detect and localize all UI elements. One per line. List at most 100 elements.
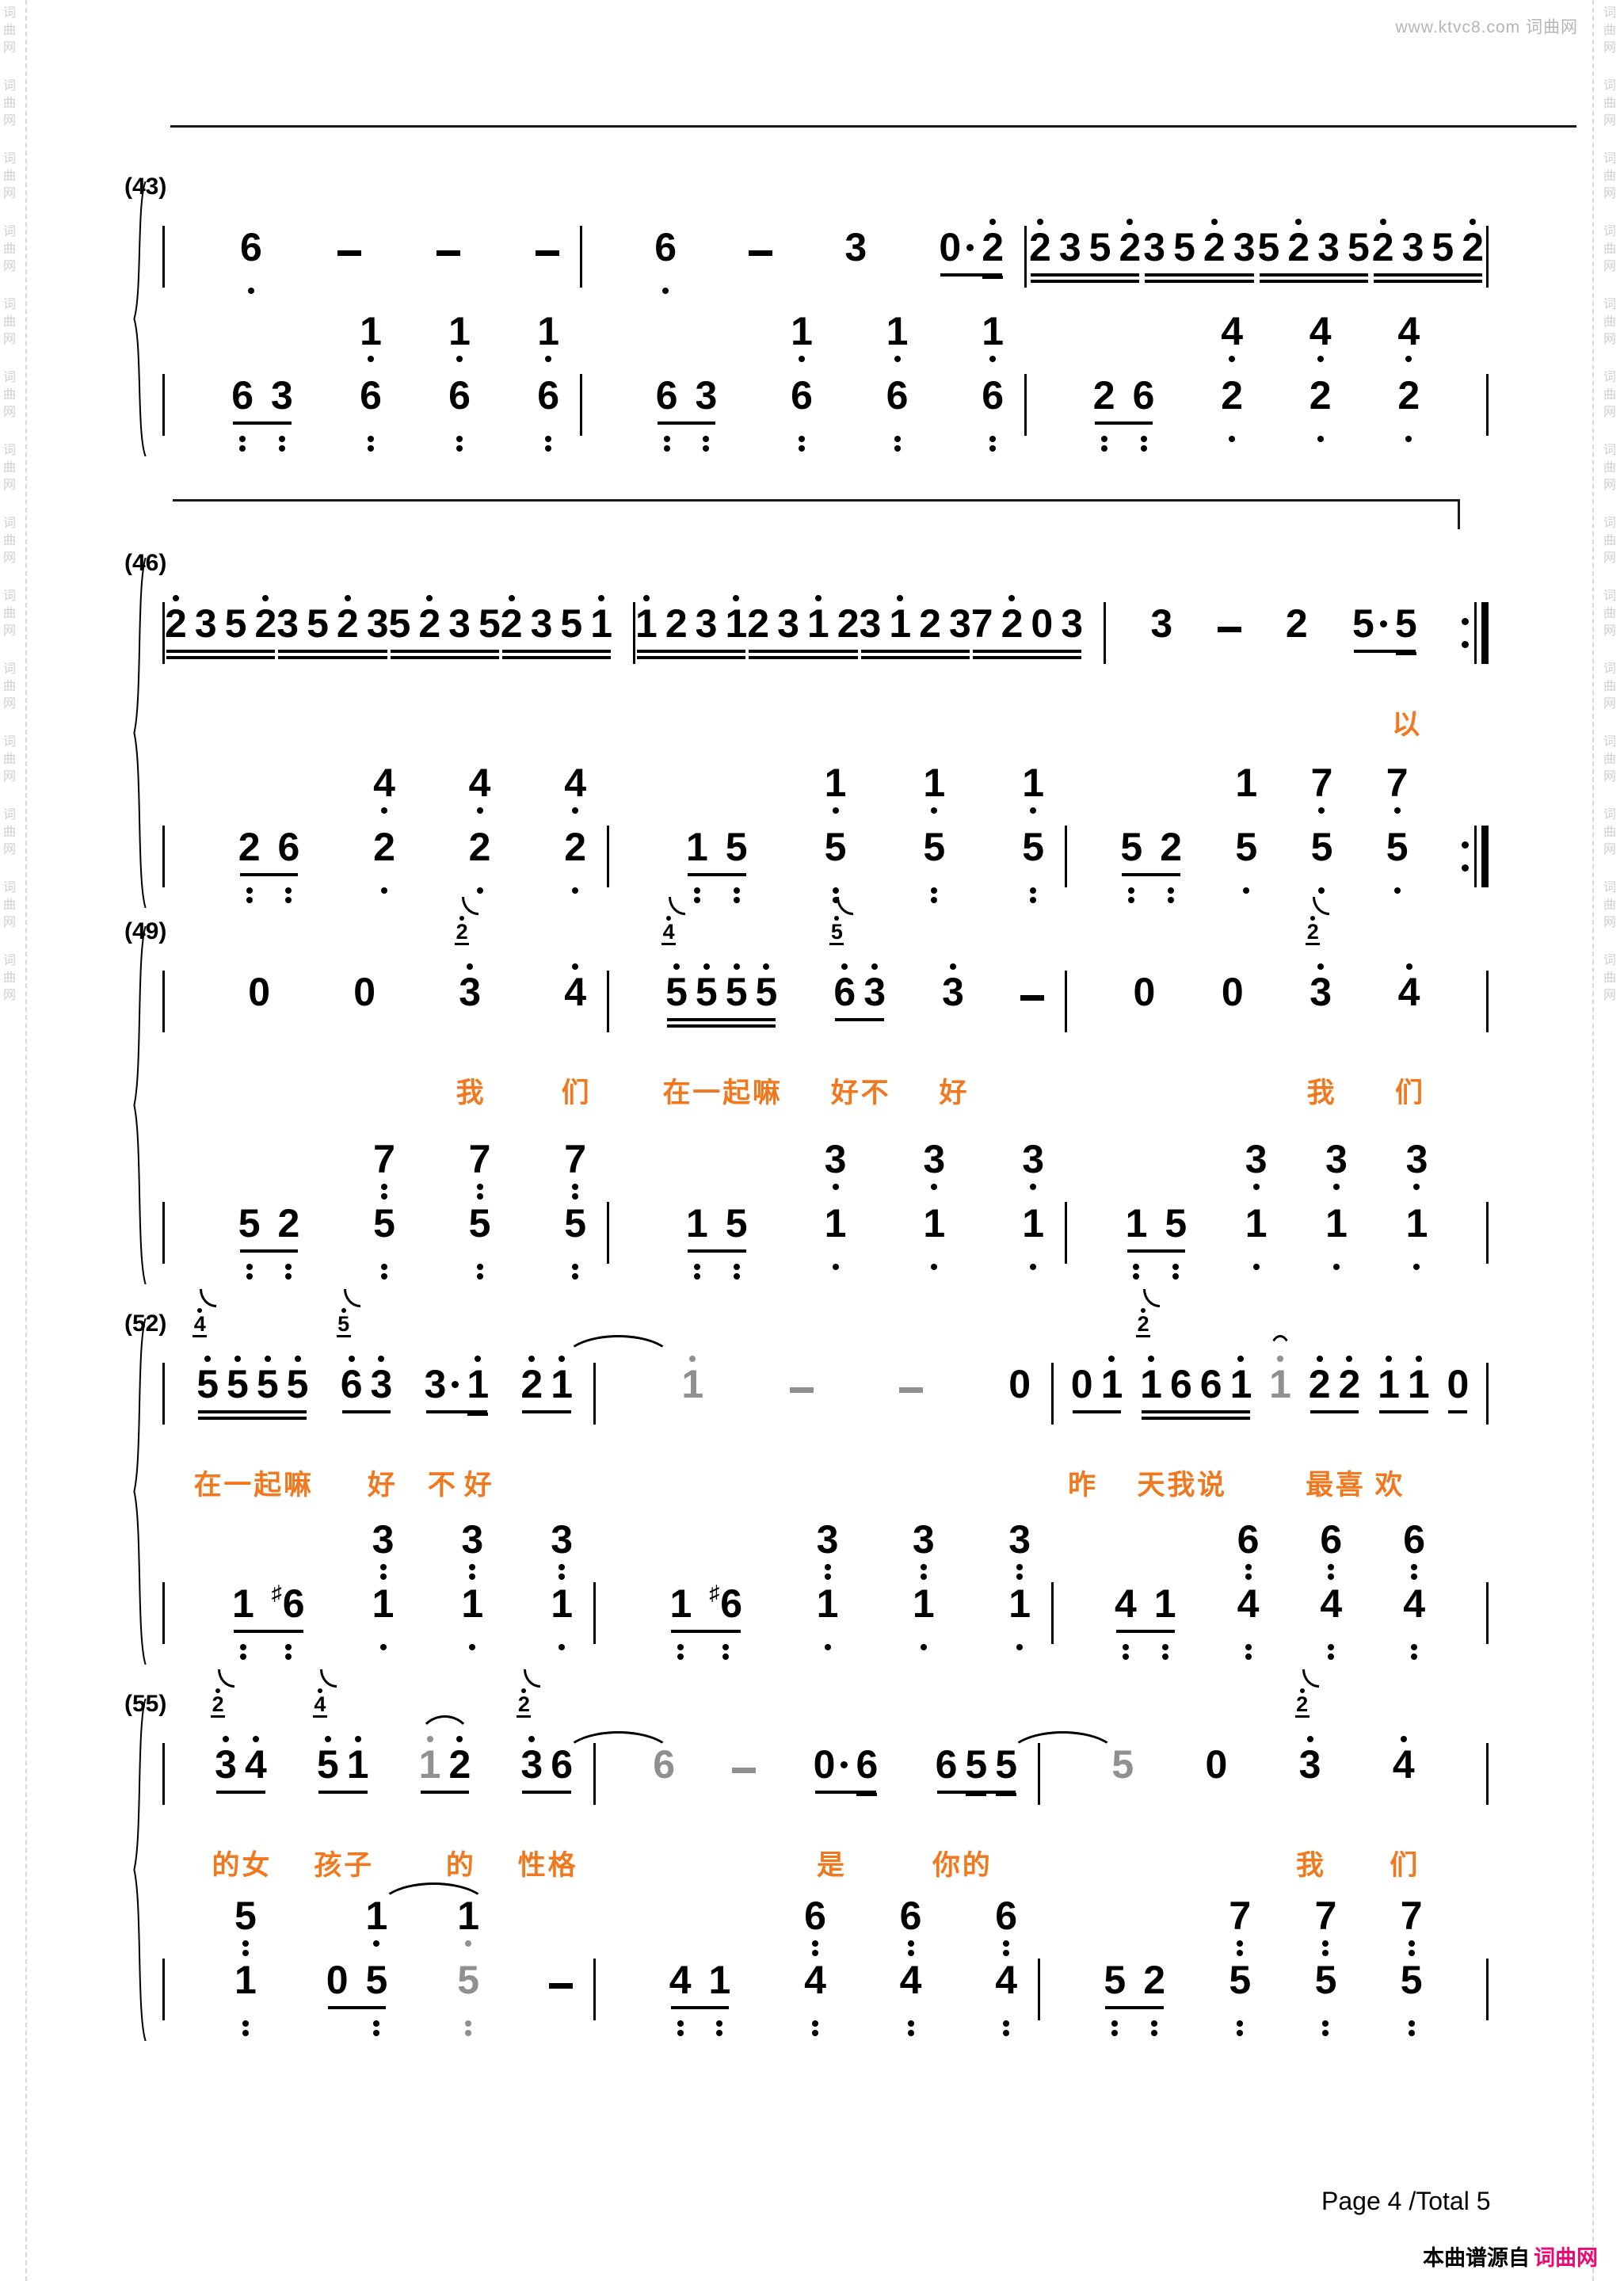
octave-dots (989, 352, 997, 375)
chord-top-digit: 6 (1320, 1519, 1342, 1560)
chord-top-digit: 1 (448, 311, 471, 352)
digit: 1 (1405, 1201, 1428, 1245)
digit: 3 (942, 970, 964, 1014)
octave-dot (1405, 436, 1412, 442)
octave-dot (234, 1356, 241, 1362)
note: 3 (271, 375, 293, 461)
digit: 3 (1405, 1137, 1428, 1181)
digit: 1 (685, 1201, 708, 1245)
digit: 4 (1237, 1581, 1260, 1626)
side-watermark-text: 网 (1603, 41, 1616, 55)
chord-top-digit: 5 (234, 1895, 257, 1936)
digit: 2 (1143, 1958, 1165, 2002)
side-watermark-text: 词 (2, 225, 16, 238)
underline-area (1222, 1013, 1244, 1027)
side-watermark-text: 词 (1603, 735, 1616, 749)
digit: 3 (923, 1137, 946, 1181)
digit-row: 1 (889, 603, 911, 644)
octave-dot (223, 1736, 230, 1742)
octave-dots (1252, 1180, 1260, 1203)
chord-top-digit: 4 (1221, 311, 1243, 352)
octave-dot (572, 1184, 579, 1190)
grace-note: 5 (331, 1289, 360, 1337)
octave-dot (1245, 1564, 1252, 1570)
measure: 1 ♯ 6 3 1 3 1 3 1 (593, 1519, 1051, 1669)
high-octave-dot (1036, 211, 1043, 227)
side-watermark-text: 曲 (2, 24, 16, 37)
digit-row: 4 (900, 1959, 922, 2001)
digit-row: ♯ 6 (272, 1581, 305, 1625)
chord-top-digit: 3 (1406, 1139, 1428, 1180)
chord-top-digit: 6 (804, 1895, 826, 1936)
digit: 7 (1229, 1894, 1252, 1938)
note: 5 (560, 603, 582, 689)
digit: 5 (1386, 825, 1409, 869)
digit-row: 5 (726, 971, 748, 1013)
digit: 4 (804, 1958, 826, 2002)
source-brand-link[interactable]: 词曲网 (1534, 2246, 1598, 2270)
digit-row: 6 (1200, 1364, 1222, 1405)
lyric-syllable: 以 (1392, 709, 1420, 740)
note: 5 (726, 1203, 748, 1289)
octave-dot (476, 887, 483, 894)
digit: 5 (1229, 1958, 1252, 2002)
note: 2 (418, 587, 440, 689)
octave-dot (673, 963, 680, 970)
digit-row: 1 (1325, 1203, 1348, 1244)
octave-dots (373, 1936, 380, 1959)
beam-line (860, 656, 970, 659)
octave-dot (381, 1264, 387, 1270)
octave-dot (294, 1356, 301, 1362)
grace-high-dot (521, 1688, 527, 1693)
octave-dot (920, 1573, 927, 1580)
digit-row: 5 (1229, 1959, 1251, 2001)
note: 6 (341, 1348, 363, 1450)
octave-dots (1405, 352, 1412, 375)
side-watermark-text: 曲 (2, 607, 16, 620)
underline-area (942, 1013, 964, 1027)
digit-row: 0 (248, 971, 270, 1013)
octave-dot (931, 1184, 938, 1190)
octave-dot (572, 963, 579, 970)
beam-line (972, 650, 1081, 653)
high-octave-dot (475, 1348, 482, 1364)
note: 1 (419, 1728, 440, 1830)
octave-dot (278, 436, 285, 442)
digit-row: 6 (448, 375, 471, 416)
octave-dot (1243, 887, 1250, 894)
grace-slur (319, 1669, 337, 1688)
digit: 2 (418, 601, 441, 646)
digit-row: 3 (271, 375, 293, 416)
octave-dot (693, 1264, 700, 1270)
underline-area (469, 1244, 491, 1258)
chord-top-digit: 1 (982, 311, 1004, 352)
digit-row: 1 (551, 1364, 573, 1405)
digit-row: 5 (257, 1364, 279, 1405)
low-octave-dot (693, 1258, 700, 1289)
barline (162, 1363, 165, 1425)
lyric-syllable: 的 (212, 1850, 240, 1881)
side-watermark-text: 网 (2, 916, 16, 929)
octave-dot (508, 595, 515, 601)
digit-row: 2 (1286, 603, 1308, 644)
octave-dot (677, 2020, 684, 2027)
octave-dot (456, 356, 463, 362)
system-brace (131, 1699, 150, 2045)
chord-top-digit: 3 (1008, 1519, 1031, 1560)
end-repeat-barline (1461, 602, 1489, 664)
underline-area (1398, 1013, 1420, 1027)
note: 5 (1104, 1959, 1126, 2046)
low-octave-dot (476, 1258, 483, 1289)
octave-dot (242, 1940, 249, 1947)
barline (162, 1959, 165, 2020)
side-watermark-text: 词 (1603, 954, 1616, 967)
underline-area (1386, 868, 1409, 882)
digit-row: 1 (1008, 1583, 1031, 1624)
